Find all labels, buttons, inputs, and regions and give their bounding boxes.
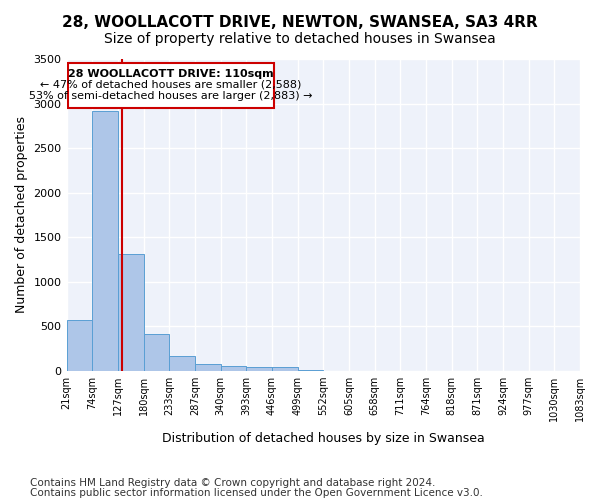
Bar	[246, 367, 272, 371]
Bar	[221, 366, 246, 371]
Text: Size of property relative to detached houses in Swansea: Size of property relative to detached ho…	[104, 32, 496, 46]
Text: 28, WOOLLACOTT DRIVE, NEWTON, SWANSEA, SA3 4RR: 28, WOOLLACOTT DRIVE, NEWTON, SWANSEA, S…	[62, 15, 538, 30]
Bar	[67, 320, 92, 371]
Bar	[272, 368, 298, 371]
Bar	[92, 110, 118, 371]
Bar	[143, 334, 169, 371]
Text: Contains public sector information licensed under the Open Government Licence v3: Contains public sector information licen…	[30, 488, 483, 498]
Y-axis label: Number of detached properties: Number of detached properties	[15, 116, 28, 314]
Text: 28 WOOLLACOTT DRIVE: 110sqm: 28 WOOLLACOTT DRIVE: 110sqm	[68, 69, 274, 79]
Text: ← 47% of detached houses are smaller (2,588): ← 47% of detached houses are smaller (2,…	[40, 80, 302, 90]
Text: Contains HM Land Registry data © Crown copyright and database right 2024.: Contains HM Land Registry data © Crown c…	[30, 478, 436, 488]
Bar	[118, 254, 143, 371]
Bar	[169, 356, 195, 371]
Bar	[195, 364, 221, 371]
X-axis label: Distribution of detached houses by size in Swansea: Distribution of detached houses by size …	[162, 432, 485, 445]
Text: 53% of semi-detached houses are larger (2,883) →: 53% of semi-detached houses are larger (…	[29, 90, 313, 101]
FancyBboxPatch shape	[68, 62, 274, 108]
